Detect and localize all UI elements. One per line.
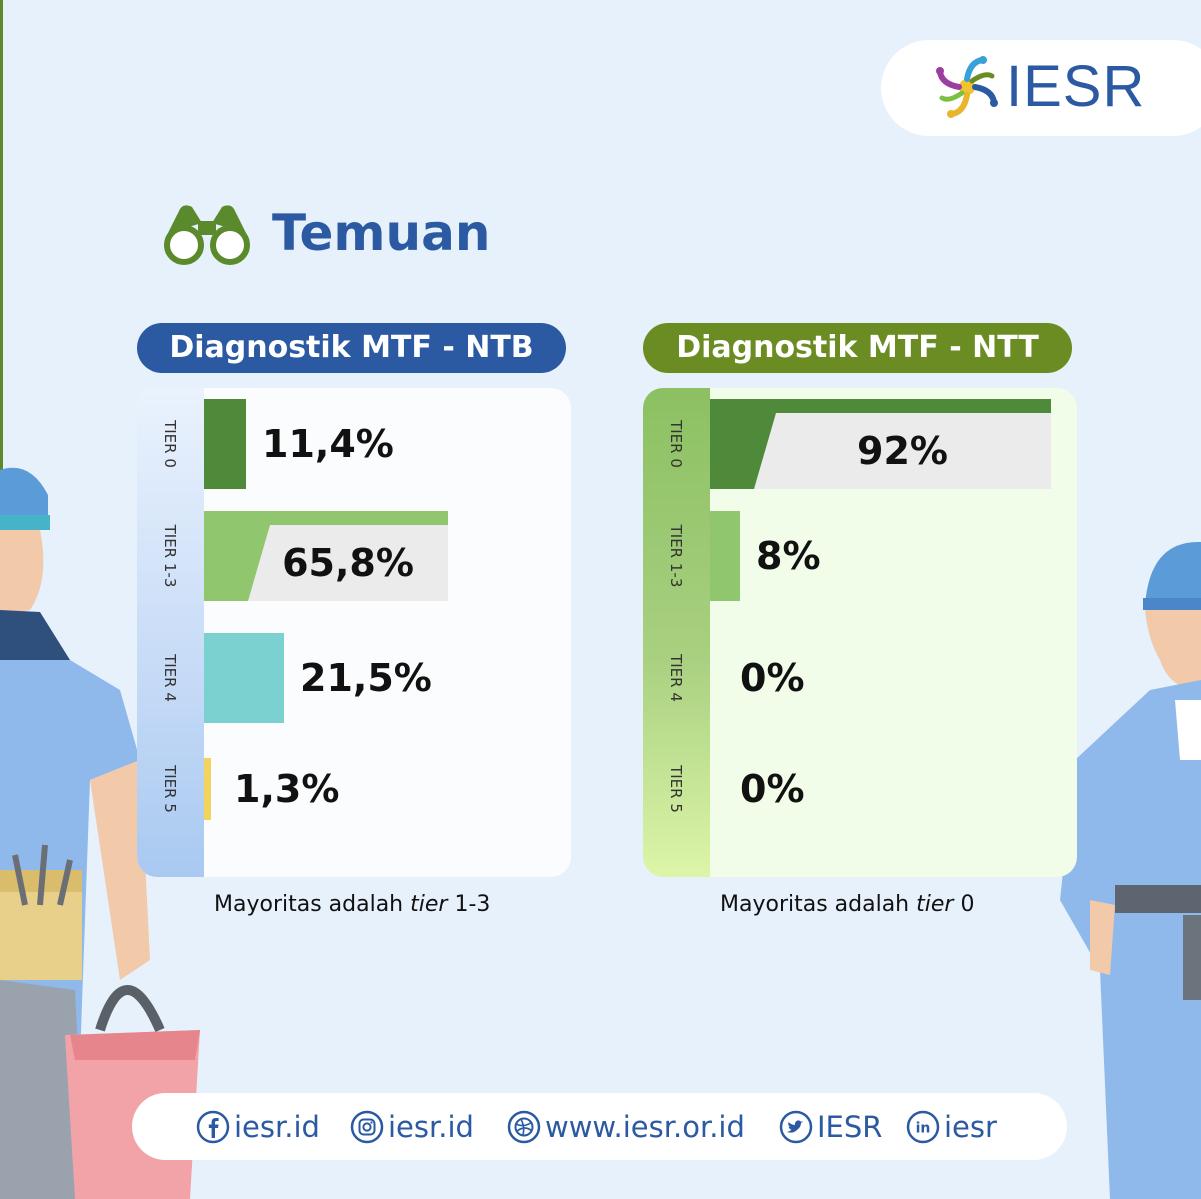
tier-label: TIER 0: [667, 420, 685, 468]
bar-value-label: 65,8%: [282, 541, 414, 585]
bar: [204, 399, 246, 489]
bar-value-label: 21,5%: [300, 656, 432, 700]
section-title: Temuan: [272, 204, 491, 262]
value-label-plaque: [248, 525, 448, 601]
footer-bar: [132, 1093, 1067, 1160]
bar: [204, 758, 211, 820]
bar: [710, 511, 740, 601]
ntb-tier-axis: [137, 388, 204, 877]
bar-value-label: 0%: [740, 656, 805, 700]
social-label: iesr.id: [234, 1110, 320, 1144]
left-worker-illustration: [0, 467, 200, 1199]
logo-pill: [881, 40, 1201, 136]
social-website[interactable]: www.iesr.or.id: [507, 1108, 745, 1146]
ntb-caption: Mayoritas adalah tier 1-3: [214, 892, 491, 917]
binoculars-icon: [164, 205, 250, 265]
ntt-tier-axis: [643, 388, 710, 877]
tier-label: TIER 0: [161, 420, 179, 468]
right-worker-illustration: [1060, 541, 1201, 1199]
social-label: IESR: [817, 1110, 883, 1144]
bar-value-label: 1,3%: [234, 767, 340, 811]
value-label-plaque: [754, 413, 1051, 489]
svg-text:in: in: [916, 1121, 931, 1137]
logo-text: IESR: [1006, 54, 1146, 119]
social-facebook[interactable]: iesr.id: [196, 1108, 320, 1146]
ntt-chart-panel: TIER 0 92% TIER 1-3 8% TIER 4 0% TIER 5 0%: [643, 388, 1077, 877]
ntb-chart-title: Diagnostik MTF - NTB: [137, 323, 566, 373]
instagram-icon: [350, 1110, 384, 1144]
bar-value-label: 0%: [740, 767, 805, 811]
tier-label: TIER 1-3: [667, 524, 685, 588]
tier-label: TIER 5: [667, 765, 685, 813]
twitter-icon: [779, 1110, 813, 1144]
social-label: www.iesr.or.id: [545, 1110, 745, 1144]
web-icon: [507, 1110, 541, 1144]
bar-value-label: 92%: [857, 429, 948, 473]
iesr-logo-icon: [936, 56, 998, 118]
tier-label: TIER 1-3: [161, 524, 179, 588]
ntt-caption: Mayoritas adalah tier 0: [720, 892, 975, 917]
tier-label: TIER 4: [161, 654, 179, 702]
social-instagram[interactable]: iesr.id: [350, 1108, 474, 1146]
facebook-icon: [196, 1110, 230, 1144]
linkedin-icon: in: [906, 1110, 940, 1144]
social-twitter[interactable]: IESR: [779, 1108, 882, 1146]
ntt-chart-title: Diagnostik MTF - NTT: [643, 323, 1072, 373]
social-linkedin[interactable]: in iesr: [906, 1108, 997, 1146]
social-label: iesr.id: [388, 1110, 474, 1144]
bar: [204, 633, 284, 723]
ntb-chart-panel: TIER 0 11,4% TIER 1-3 65,8% TIER 4 21,5% TIER …: [137, 388, 571, 877]
bar-value-label: 8%: [756, 534, 821, 578]
social-label: iesr: [944, 1110, 997, 1144]
tier-label: TIER 4: [667, 654, 685, 702]
tier-label: TIER 5: [161, 765, 179, 813]
bar-value-label: 11,4%: [262, 422, 394, 466]
